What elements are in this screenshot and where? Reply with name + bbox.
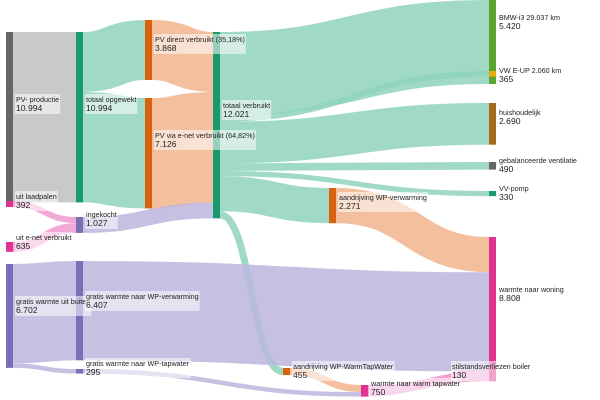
label-name-warmte-naar-woning: warmte naar woning — [498, 285, 564, 294]
node-gratis-warmte-buiten[interactable] — [6, 264, 13, 368]
label-value-bmw-i3: 5.420 — [499, 21, 521, 31]
node-uit-laadpalen[interactable] — [6, 201, 13, 208]
label-bg-totaal-verbruikt — [222, 100, 272, 120]
node-huishoudelijk[interactable] — [489, 103, 496, 145]
label-name-pv-direct: PV direct verbruikt (35,18%) — [155, 35, 245, 44]
label-name-gratis-wp-verwarming: gratis warmte naar WP-verwarming — [86, 292, 199, 301]
flow-totaal-verbruikt-to-vv-pomp[interactable] — [219, 170, 490, 197]
label-name-totaal-verbruikt: totaal verbruikt — [223, 101, 270, 110]
label-bg-gratis-warmte-buiten — [15, 296, 92, 316]
node-warmte-naar-woning[interactable] — [489, 237, 496, 382]
label-value-warmte-warm-tapwater: 750 — [371, 387, 386, 397]
flow-totaal-opgewekt-to-pv-direct[interactable] — [81, 20, 147, 92]
label-value-vv-pomp: 330 — [499, 192, 514, 202]
label-value-huishoudelijk: 2.690 — [499, 116, 521, 126]
label-bg-pv-direct — [154, 34, 246, 54]
label-value-pv-via-enet: 7.126 — [155, 139, 177, 149]
label-bg-warmte-warm-tapwater — [369, 378, 462, 398]
flow-links — [12, 0, 490, 397]
flow-totaal-verbruikt-to-aandrijving-wp-verwarming[interactable] — [219, 176, 330, 224]
label-value-totaal-opgewekt: 10.994 — [86, 103, 113, 113]
node-pv-productie[interactable] — [6, 32, 13, 203]
node-uit-e-net[interactable] — [6, 242, 13, 252]
flow-gratis-warmte-buiten-to-gratis-wp-tapwater[interactable] — [12, 363, 77, 374]
flow-totaal-verbruikt-to-bmw-i3[interactable] — [219, 0, 490, 117]
node-vw-e-up[interactable] — [489, 71, 496, 77]
label-bg-stilstandsverliezen-boiler — [451, 361, 532, 381]
label-value-gebalanceerde-ventilatie: 490 — [499, 164, 514, 174]
label-name-gratis-wp-tapwater: gratis warmte naar WP-tapwater — [86, 359, 190, 368]
flow-aandrijving-wp-verwarming-to-warmte-naar-woning[interactable] — [335, 187, 490, 273]
label-name-gratis-warmte-buiten: gratis warmte uit buiten — [16, 297, 90, 306]
flow-totaal-verbruikt-to-gebalanceerde-ventilatie[interactable] — [219, 162, 490, 171]
label-bg-uit-e-net — [15, 232, 73, 252]
label-value-vw-e-up: 365 — [499, 74, 514, 84]
node-aandrijving-wp-verwarming[interactable] — [329, 188, 336, 224]
label-name-vw-e-up: VW E-UP 2.060 km — [499, 66, 561, 75]
label-value-uit-laadpalen: 392 — [16, 200, 31, 210]
label-name-pv-via-enet: PV via e-net verbruikt (64,82%) — [155, 131, 255, 140]
node-gratis-wp-tapwater[interactable] — [76, 369, 83, 374]
label-name-gebalanceerde-ventilatie: gebalanceerde ventilatie — [499, 156, 577, 165]
label-name-warmte-warm-tapwater: warmte naar warm tapwater — [370, 379, 461, 388]
label-value-aandrijving-wp-warmtapwater: 455 — [293, 370, 308, 380]
label-name-totaal-opgewekt: totaal opgewekt — [86, 95, 136, 104]
label-bg-pv-productie — [15, 94, 61, 114]
label-bg-vv-pomp — [498, 183, 530, 203]
label-value-stilstandsverliezen-boiler: 130 — [452, 370, 467, 380]
label-name-stilstandsverliezen-boiler: stilstandsverliezen boiler — [452, 362, 531, 371]
label-value-totaal-verbruikt: 12.021 — [223, 109, 250, 119]
node-warmte-warm-tapwater[interactable] — [361, 385, 368, 397]
label-name-ingekocht: ingekocht — [86, 210, 117, 219]
label-name-uit-e-net: uit e-net verbruikt — [16, 233, 72, 242]
label-bg-gebalanceerde-ventilatie — [498, 155, 578, 175]
label-value-warmte-naar-woning: 8.808 — [499, 293, 521, 303]
label-bg-ingekocht — [85, 209, 118, 229]
label-bg-aandrijving-wp-verwarming — [338, 192, 428, 212]
node-pv-via-enet[interactable] — [145, 98, 152, 209]
node-totaal-verbruikt[interactable] — [213, 32, 220, 219]
label-bg-huishoudelijk — [498, 107, 542, 127]
label-value-aandrijving-wp-verwarming: 2.271 — [339, 201, 361, 211]
label-value-gratis-wp-verwarming: 6.407 — [86, 300, 108, 310]
label-value-gratis-wp-tapwater: 295 — [86, 367, 101, 377]
label-name-aandrijving-wp-verwarming: aandrijving WP-verwarming — [339, 193, 427, 202]
label-value-uit-e-net: 635 — [16, 241, 31, 251]
label-name-huishoudelijk: huishoudelijk — [499, 108, 541, 117]
label-bg-aandrijving-wp-warmtapwater — [292, 361, 395, 381]
label-bg-totaal-opgewekt — [85, 94, 138, 114]
node-ingekocht[interactable] — [76, 217, 83, 233]
label-bg-bmw-i3 — [498, 12, 561, 32]
label-name-aandrijving-wp-warmtapwater: aandrijving WP-WarmTapWater — [293, 362, 394, 371]
label-bg-pv-via-enet — [154, 130, 256, 150]
label-bg-vw-e-up — [498, 65, 563, 85]
node-vv-pomp[interactable] — [489, 191, 496, 197]
label-bg-gratis-wp-verwarming — [85, 291, 200, 311]
label-value-pv-direct: 3.868 — [155, 43, 177, 53]
label-bg-warmte-naar-woning — [497, 284, 565, 304]
node-aandrijving-wp-warmtapwater[interactable] — [283, 368, 290, 376]
label-value-gratis-warmte-buiten: 6.702 — [16, 305, 38, 315]
node-gebalanceerde-ventilatie[interactable] — [489, 162, 496, 170]
label-value-pv-productie: 10.994 — [16, 103, 43, 113]
label-name-bmw-i3: BMW-i3 29.037 km — [499, 13, 560, 22]
flow-gratis-wp-verwarming-to-warmte-naar-woning[interactable] — [82, 260, 490, 372]
flow-totaal-verbruikt-to-huishoudelijk[interactable] — [219, 103, 490, 164]
flow-totaal-opgewekt-to-pv-via-enet[interactable] — [81, 91, 147, 209]
node-pv-direct[interactable] — [145, 20, 152, 80]
label-name-pv-productie: PV- productie — [16, 95, 59, 104]
label-name-uit-laadpalen: uit laadpalen — [16, 192, 57, 201]
label-bg-gratis-wp-tapwater — [85, 358, 191, 378]
label-bg-uit-laadpalen — [15, 191, 58, 211]
node-bmw-i3[interactable] — [489, 0, 496, 85]
node-totaal-opgewekt[interactable] — [76, 32, 83, 203]
label-value-ingekocht: 1.027 — [86, 218, 108, 228]
label-name-vv-pomp: VV-pomp — [499, 184, 529, 193]
